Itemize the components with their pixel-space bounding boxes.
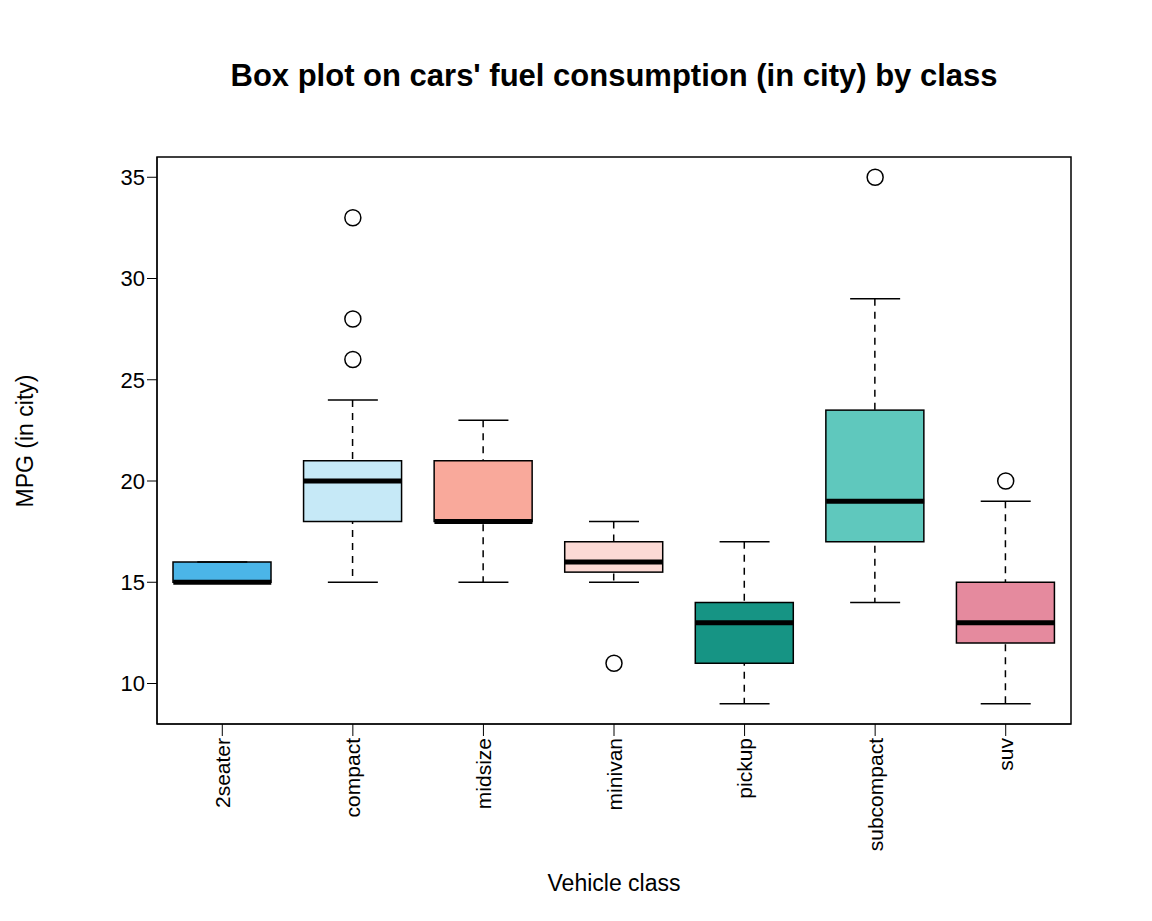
svg-text:minivan: minivan bbox=[603, 738, 626, 810]
svg-text:compact: compact bbox=[341, 738, 364, 818]
svg-text:midsize: midsize bbox=[472, 738, 495, 809]
svg-text:30: 30 bbox=[121, 266, 145, 291]
svg-text:subcompact: subcompact bbox=[864, 738, 887, 851]
svg-text:2seater: 2seater bbox=[211, 738, 234, 808]
svg-text:pickup: pickup bbox=[733, 738, 756, 799]
svg-text:suv: suv bbox=[994, 738, 1017, 771]
html-text:Vehicle class: Vehicle class bbox=[547, 870, 681, 896]
html-text:MPG (in city): MPG (in city) bbox=[11, 374, 38, 507]
svg-text:15: 15 bbox=[121, 570, 145, 595]
svg-text:10: 10 bbox=[121, 671, 145, 696]
svg-text:20: 20 bbox=[121, 469, 145, 494]
svg-text:35: 35 bbox=[121, 165, 145, 190]
html-text:Box plot on cars' fuel consump: Box plot on cars' fuel consumption (in c… bbox=[230, 58, 998, 93]
svg-text:25: 25 bbox=[121, 368, 145, 393]
